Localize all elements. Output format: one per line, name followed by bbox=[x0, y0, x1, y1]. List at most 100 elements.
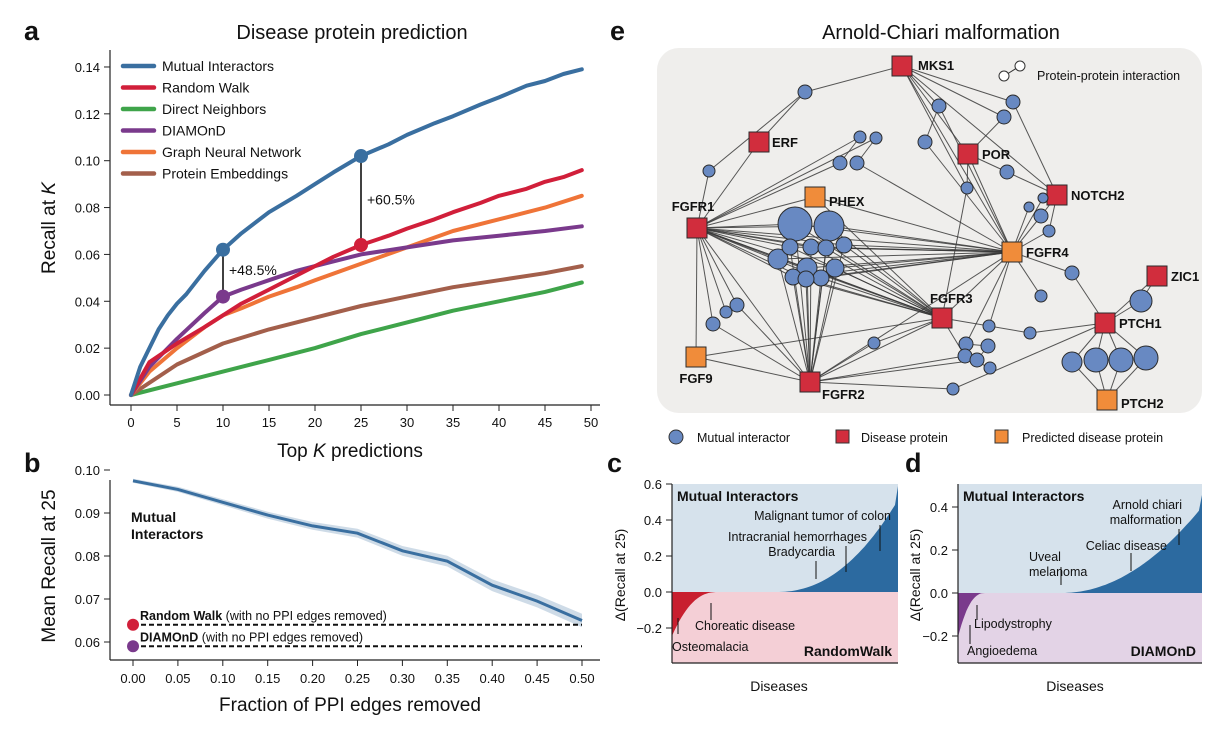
disease-protein-node-erf bbox=[748, 131, 770, 153]
disease-protein-node-por bbox=[957, 143, 979, 165]
panel-e: e Arnold-Chiari malformation MKS1 ERF POR N… bbox=[610, 16, 1202, 445]
network-edge bbox=[965, 251, 1013, 345]
b-y-label: Mean Recall at 25 bbox=[39, 489, 60, 642]
a-series-line-random_walk bbox=[129, 168, 584, 397]
mutual-interactor-node bbox=[931, 98, 947, 114]
mutual-interactor-node bbox=[702, 164, 716, 178]
a-series-line-diamond bbox=[129, 224, 584, 397]
a-x-tick-label: 50 bbox=[584, 415, 598, 430]
network-edge bbox=[809, 317, 943, 383]
disease-protein-node-ptch1 bbox=[1094, 312, 1116, 334]
a-y-tick-label: 0.12 bbox=[75, 107, 100, 122]
d-positive-area bbox=[1062, 495, 1202, 593]
node-label-ptch2: PTCH2 bbox=[1121, 396, 1164, 411]
a-x-tick-label: 40 bbox=[492, 415, 506, 430]
a-series-line-gnn bbox=[129, 193, 584, 397]
network-edge bbox=[825, 247, 943, 319]
predicted-protein-node-phex bbox=[804, 186, 826, 208]
a-annotations: +48.5% +60.5% bbox=[216, 149, 415, 304]
mutual-interactor-node bbox=[1023, 326, 1037, 340]
d-annotations bbox=[969, 529, 1180, 644]
c-label-hemorrhage: Intracranial hemorrhages bbox=[728, 530, 867, 544]
c-y-tick-label: 0.6 bbox=[644, 477, 662, 492]
b-y-tick-label: 0.06 bbox=[75, 635, 100, 650]
b-baseline-point-random_walk bbox=[127, 618, 139, 631]
a-x-label: Top K predictions bbox=[277, 441, 423, 462]
b-x-tick-label: 0.05 bbox=[165, 671, 190, 686]
mutual-interactor-node bbox=[1034, 289, 1048, 303]
a-gap-point-bottom bbox=[354, 238, 368, 253]
b-y-tick-label: 0.07 bbox=[75, 592, 100, 607]
a-legend-label: Random Walk bbox=[162, 80, 250, 96]
b-x-label: Fraction of PPI edges removed bbox=[219, 695, 481, 716]
c-label-osteo: Osteomalacia bbox=[672, 640, 748, 654]
c-annotations bbox=[677, 525, 881, 634]
network-edge bbox=[696, 227, 845, 246]
network-edge bbox=[856, 162, 1013, 253]
mutual-interactor-node bbox=[729, 297, 745, 313]
network-edge bbox=[1029, 322, 1106, 334]
panel-b: b 0.00 0.05 0.10 0.15 0.20 0.25 0.30 0.35 0.40 0.… bbox=[24, 448, 600, 716]
panel-letter-c: c bbox=[607, 448, 622, 478]
panel-letter-b: b bbox=[24, 448, 41, 478]
network-edge bbox=[809, 359, 978, 383]
node-label-phex: PHEX bbox=[829, 194, 865, 209]
disease-protein-node-fgfr1 bbox=[686, 217, 708, 239]
disease-protein-node-fgfr2 bbox=[799, 371, 821, 393]
predicted-protein-node-fgfr4 bbox=[1001, 241, 1023, 263]
mutual-interactor-node bbox=[817, 239, 835, 257]
c-y-tick-label: −0.2 bbox=[636, 621, 662, 636]
b-baseline-point-diamond bbox=[127, 640, 139, 653]
panel-a-title: Disease protein prediction bbox=[236, 22, 467, 44]
network-edge bbox=[873, 317, 943, 344]
disease-protein-node-zic1 bbox=[1146, 265, 1168, 287]
c-label-colon: Malignant tumor of colon bbox=[754, 509, 891, 523]
network-edge bbox=[696, 141, 760, 229]
mutual-interactor-node bbox=[835, 236, 853, 254]
panel-d: d −0.2 0.0 0.2 0.4 Mutual Interactors DIAMO… bbox=[905, 448, 1202, 694]
network-edge bbox=[938, 105, 1013, 253]
d-ticks: −0.2 0.0 0.2 0.4 bbox=[922, 500, 958, 644]
c-y-tick-label: 0.2 bbox=[644, 549, 662, 564]
node-label-mks1: MKS1 bbox=[918, 58, 954, 73]
predicted-protein-node-fgf9 bbox=[685, 346, 707, 368]
mutual-interactor-node bbox=[812, 269, 830, 287]
a-legend-label: Protein Embeddings bbox=[162, 166, 288, 182]
a-legend-label: Direct Neighbors bbox=[162, 101, 266, 117]
node-label-zic1: ZIC1 bbox=[1171, 269, 1199, 284]
mutual-interactor-node bbox=[1064, 265, 1080, 281]
c-x-label: Diseases bbox=[750, 678, 808, 694]
a-y-tick-label: 0.08 bbox=[75, 201, 100, 216]
c-label-chorea: Choreatic disease bbox=[695, 619, 795, 633]
network-edge bbox=[967, 153, 1013, 253]
network-edge bbox=[696, 227, 1013, 253]
network-legend: Mutual interactor Disease protein Predic… bbox=[668, 429, 1163, 445]
a-y-tick-label: 0.00 bbox=[75, 388, 100, 403]
network-edge bbox=[901, 65, 1005, 118]
ppi-legend-node-1 bbox=[998, 70, 1010, 82]
mutual-interactor-node bbox=[869, 131, 883, 145]
panel-letter-a: a bbox=[24, 16, 40, 46]
mutual-interactor-node bbox=[917, 134, 933, 150]
network-edge bbox=[695, 356, 811, 383]
mutual-interactor-node bbox=[719, 305, 733, 319]
mutual-interactor-node bbox=[1083, 347, 1109, 373]
node-label-ptch1: PTCH1 bbox=[1119, 316, 1162, 331]
node-label-fgfr3: FGFR3 bbox=[930, 291, 973, 306]
mutual-interactor-node bbox=[983, 361, 997, 375]
mutual-interactor-node bbox=[1133, 345, 1159, 371]
a-ticks: 0 5 10 15 20 25 30 35 40 45 50 0.00 0.02 0.04 0.06 0.08… bbox=[75, 60, 599, 430]
network-nodes: MKS1 ERF POR NOTCH2 PHEX FGFR1 FGFR4 ZIC1 FGFR3 P… bbox=[672, 55, 1199, 411]
a-gap-point-bottom bbox=[216, 289, 230, 304]
a-gap-point-top bbox=[354, 149, 368, 164]
network-background bbox=[657, 48, 1202, 413]
legend-mutual-label: Mutual interactor bbox=[697, 431, 790, 445]
mutual-interactor-node bbox=[767, 248, 789, 270]
network-edge bbox=[695, 317, 943, 358]
node-label-fgfr2: FGFR2 bbox=[822, 387, 865, 402]
ppi-legend: Protein-protein interaction bbox=[998, 60, 1180, 83]
legend-disease-label: Disease protein bbox=[861, 431, 948, 445]
b-y-tick-label: 0.09 bbox=[75, 506, 100, 521]
d-label-lipo: Lipodystrophy bbox=[974, 617, 1053, 631]
a-series-line-mutual bbox=[129, 67, 584, 397]
